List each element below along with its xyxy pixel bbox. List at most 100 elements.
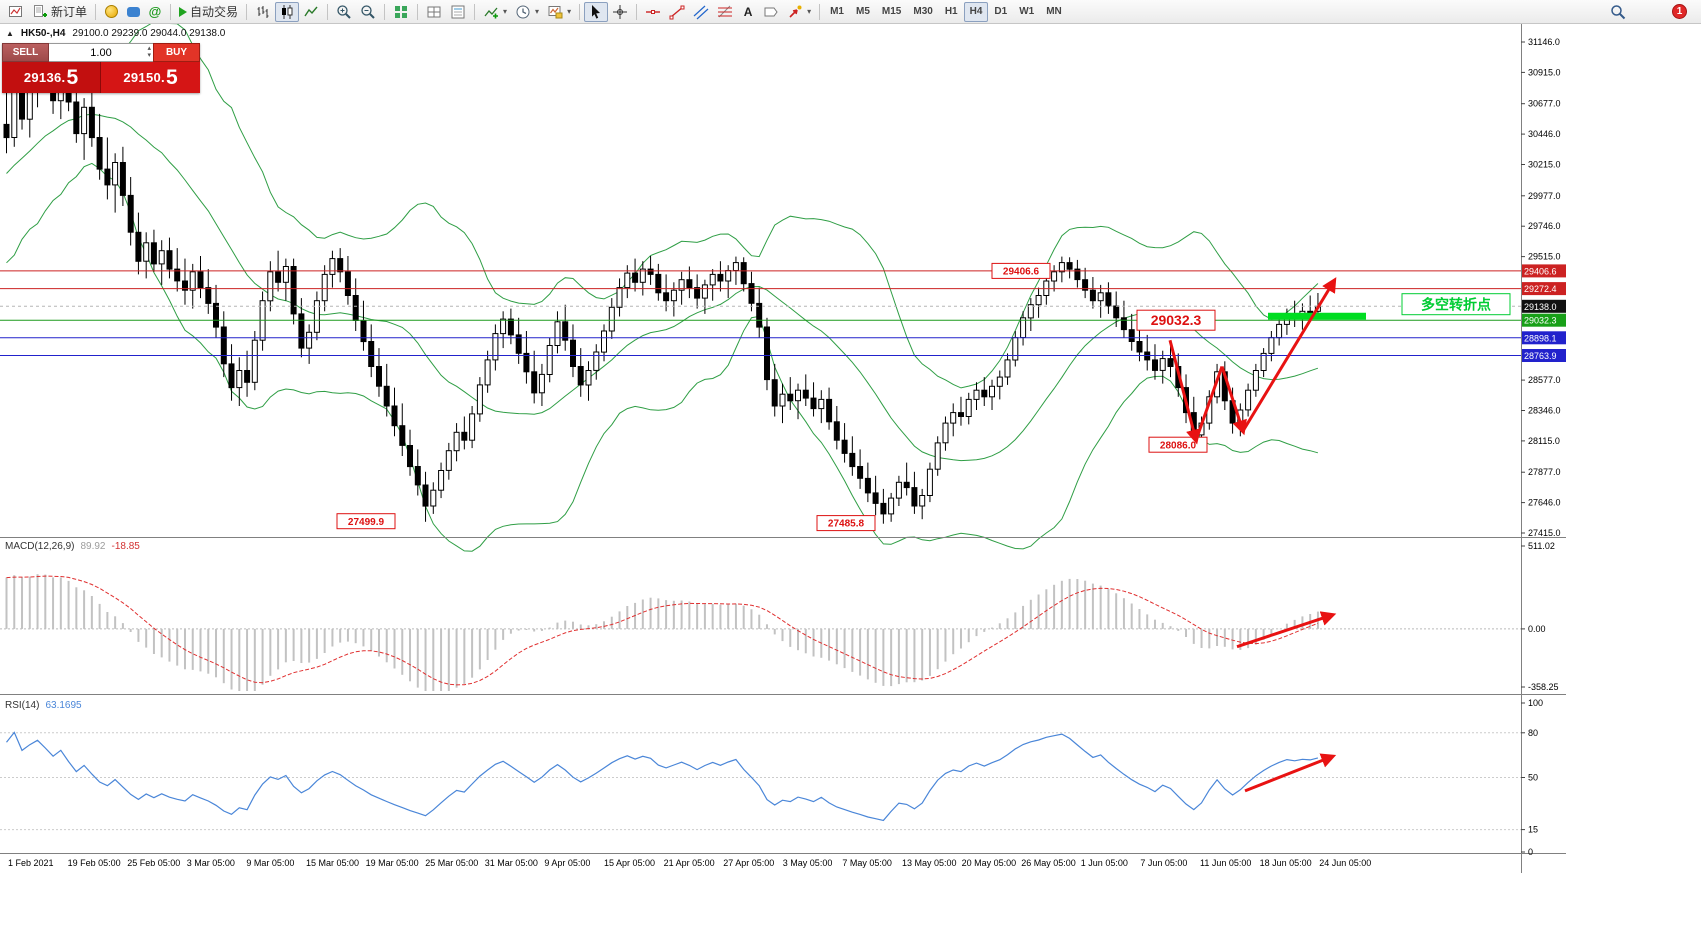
svg-text:27 Apr 05:00: 27 Apr 05:00 — [723, 858, 774, 868]
candlestick-icon — [282, 4, 293, 19]
tile-windows-button[interactable] — [389, 2, 413, 22]
buy-price-display[interactable]: 29150. 5 — [101, 62, 200, 93]
svg-text:9 Apr 05:00: 9 Apr 05:00 — [544, 858, 590, 868]
volume-field[interactable]: 1.00 ▴ ▾ — [49, 43, 153, 62]
svg-text:20 May 05:00: 20 May 05:00 — [962, 858, 1017, 868]
timeframe-M15-button[interactable]: M15 — [881, 6, 902, 17]
svg-text:27485.8: 27485.8 — [828, 519, 865, 530]
text-tool-button[interactable]: A — [737, 2, 759, 22]
templates-icon — [548, 5, 563, 18]
fibonacci-icon — [718, 5, 733, 17]
svg-text:31146.0: 31146.0 — [1528, 37, 1560, 47]
svg-text:25 Mar 05:00: 25 Mar 05:00 — [425, 858, 478, 868]
bar-chart-icon — [257, 5, 269, 18]
time-axis[interactable]: 1 Feb 2021 19 Feb 05:00 25 Feb 05:00 3 Mar … — [8, 858, 1371, 868]
timeframe-H1-button[interactable]: H1 — [944, 6, 958, 17]
svg-text:15 Mar 05:00: 15 Mar 05:00 — [306, 858, 359, 868]
timeframe-M30-button[interactable]: M30 — [913, 6, 933, 17]
cursor-tool-button[interactable] — [584, 1, 609, 22]
timeframe-M1-button[interactable]: M1 — [830, 6, 844, 17]
rsi-current-value: 63.1695 — [45, 700, 82, 711]
horizontal-lines[interactable] — [0, 270, 1521, 356]
toolbar-separator — [474, 3, 476, 20]
buy-button[interactable]: BUY — [153, 43, 200, 62]
svg-text:29977.0: 29977.0 — [1528, 191, 1561, 201]
autotrade-button[interactable]: 自动交易 — [175, 2, 242, 22]
macd-signal-value: -18.85 — [111, 541, 140, 552]
svg-text:13 May 05:00: 13 May 05:00 — [902, 858, 957, 868]
bar-chart-mode-button[interactable] — [251, 2, 275, 22]
panel-splitters[interactable] — [0, 537, 1566, 854]
dropdown-arrow-icon: ▾ — [535, 7, 540, 16]
svg-text:25 Feb 05:00: 25 Feb 05:00 — [127, 858, 180, 868]
symbol-period-label: HK50-,H4 — [20, 28, 66, 39]
data-window-button[interactable] — [446, 2, 470, 22]
new-chart-button[interactable] — [4, 2, 28, 22]
chart-canvas[interactable]: 29406.6 29032.3 28086.0 27499.9 27485.8 多空转折点… — [0, 24, 1701, 949]
indicators-icon — [484, 7, 499, 18]
templates-button[interactable]: ▾ — [543, 2, 575, 22]
zoom-in-button[interactable] — [332, 2, 356, 22]
trendline-tool-button[interactable] — [665, 2, 689, 22]
candlestick-layer[interactable] — [3, 45, 1321, 524]
rsi-name: RSI(14) — [5, 700, 40, 711]
chart-window: 29406.6 29032.3 28086.0 27499.9 27485.8 多空转折点… — [0, 24, 1701, 949]
channel-tool-button[interactable] — [689, 2, 713, 22]
macd-panel[interactable] — [0, 574, 1521, 691]
mql5-button[interactable] — [100, 2, 122, 22]
ohlc-values: 29100.0 29239.0 29044.0 29138.0 — [72, 28, 226, 39]
dropdown-arrow-icon: ▾ — [503, 7, 508, 16]
crosshair-tool-button[interactable] — [608, 2, 632, 22]
rsi-panel[interactable] — [0, 731, 1521, 831]
svg-text:511.02: 511.02 — [1528, 541, 1555, 551]
svg-text:19 Mar 05:00: 19 Mar 05:00 — [366, 858, 419, 868]
svg-text:3 May 05:00: 3 May 05:00 — [783, 858, 833, 868]
toolbar-separator — [417, 3, 419, 20]
periods-button[interactable]: ▾ — [511, 2, 543, 22]
notifications-badge[interactable]: 1 — [1672, 4, 1687, 19]
timeframe-MN-button[interactable]: MN — [1046, 6, 1062, 17]
label-tool-button[interactable] — [759, 2, 783, 22]
svg-text:7 Jun 05:00: 7 Jun 05:00 — [1140, 858, 1187, 868]
timeframe-M5-button[interactable]: M5 — [856, 6, 870, 17]
annotations[interactable]: 29406.6 29032.3 28086.0 27499.9 27485.8 多空转折点 — [336, 262, 1511, 532]
svg-text:29032.3: 29032.3 — [1524, 316, 1557, 326]
arrows-tool-button[interactable]: ▾ — [783, 2, 815, 22]
timeframe-W1-button[interactable]: W1 — [1019, 6, 1035, 17]
market-button[interactable]: @ — [144, 2, 166, 22]
svg-text:24 Jun 05:00: 24 Jun 05:00 — [1319, 858, 1371, 868]
volume-value: 1.00 — [90, 46, 112, 59]
channel-icon — [693, 5, 709, 19]
timeframe-D1-button[interactable]: D1 — [994, 6, 1008, 17]
svg-text:30915.0: 30915.0 — [1528, 67, 1561, 77]
new-order-button[interactable]: 新订单 — [28, 2, 91, 22]
auto-arrange-button[interactable] — [422, 2, 446, 22]
horizontal-line-tool-button[interactable] — [641, 2, 665, 22]
fibonacci-tool-button[interactable] — [713, 2, 737, 22]
svg-text:9 Mar 05:00: 9 Mar 05:00 — [246, 858, 294, 868]
svg-text:0.00: 0.00 — [1528, 624, 1546, 634]
collapse-panel-arrow[interactable]: ▲ — [6, 29, 14, 38]
line-chart-mode-button[interactable] — [299, 2, 323, 22]
svg-text:15 Apr 05:00: 15 Apr 05:00 — [604, 858, 655, 868]
indicators-button[interactable]: ▾ — [479, 2, 511, 22]
svg-text:30677.0: 30677.0 — [1528, 99, 1561, 109]
at-icon: @ — [148, 4, 162, 19]
community-chat-button[interactable] — [122, 2, 144, 22]
svg-text:27646.0: 27646.0 — [1528, 498, 1561, 508]
zoom-out-button[interactable] — [356, 2, 380, 22]
cursor-icon — [592, 4, 601, 19]
new-chart-icon — [9, 5, 22, 17]
volume-increase-button[interactable]: ▴ — [147, 45, 151, 52]
svg-text:28115.0: 28115.0 — [1528, 436, 1560, 446]
search-button[interactable] — [1606, 2, 1630, 22]
toolbar-separator — [95, 3, 97, 20]
svg-text:27877.0: 27877.0 — [1528, 467, 1561, 477]
sell-button[interactable]: SELL — [2, 43, 49, 62]
timeframe-H4-button[interactable]: H4 — [963, 1, 989, 22]
sell-price-display[interactable]: 29136. 5 — [2, 62, 101, 93]
volume-decrease-button[interactable]: ▾ — [147, 52, 151, 59]
candlestick-mode-button[interactable] — [275, 1, 300, 22]
svg-text:80: 80 — [1528, 728, 1538, 738]
price-axis[interactable]: 31146.0 30915.0 30677.0 30446.0 30215.0 29977… — [1521, 24, 1566, 873]
